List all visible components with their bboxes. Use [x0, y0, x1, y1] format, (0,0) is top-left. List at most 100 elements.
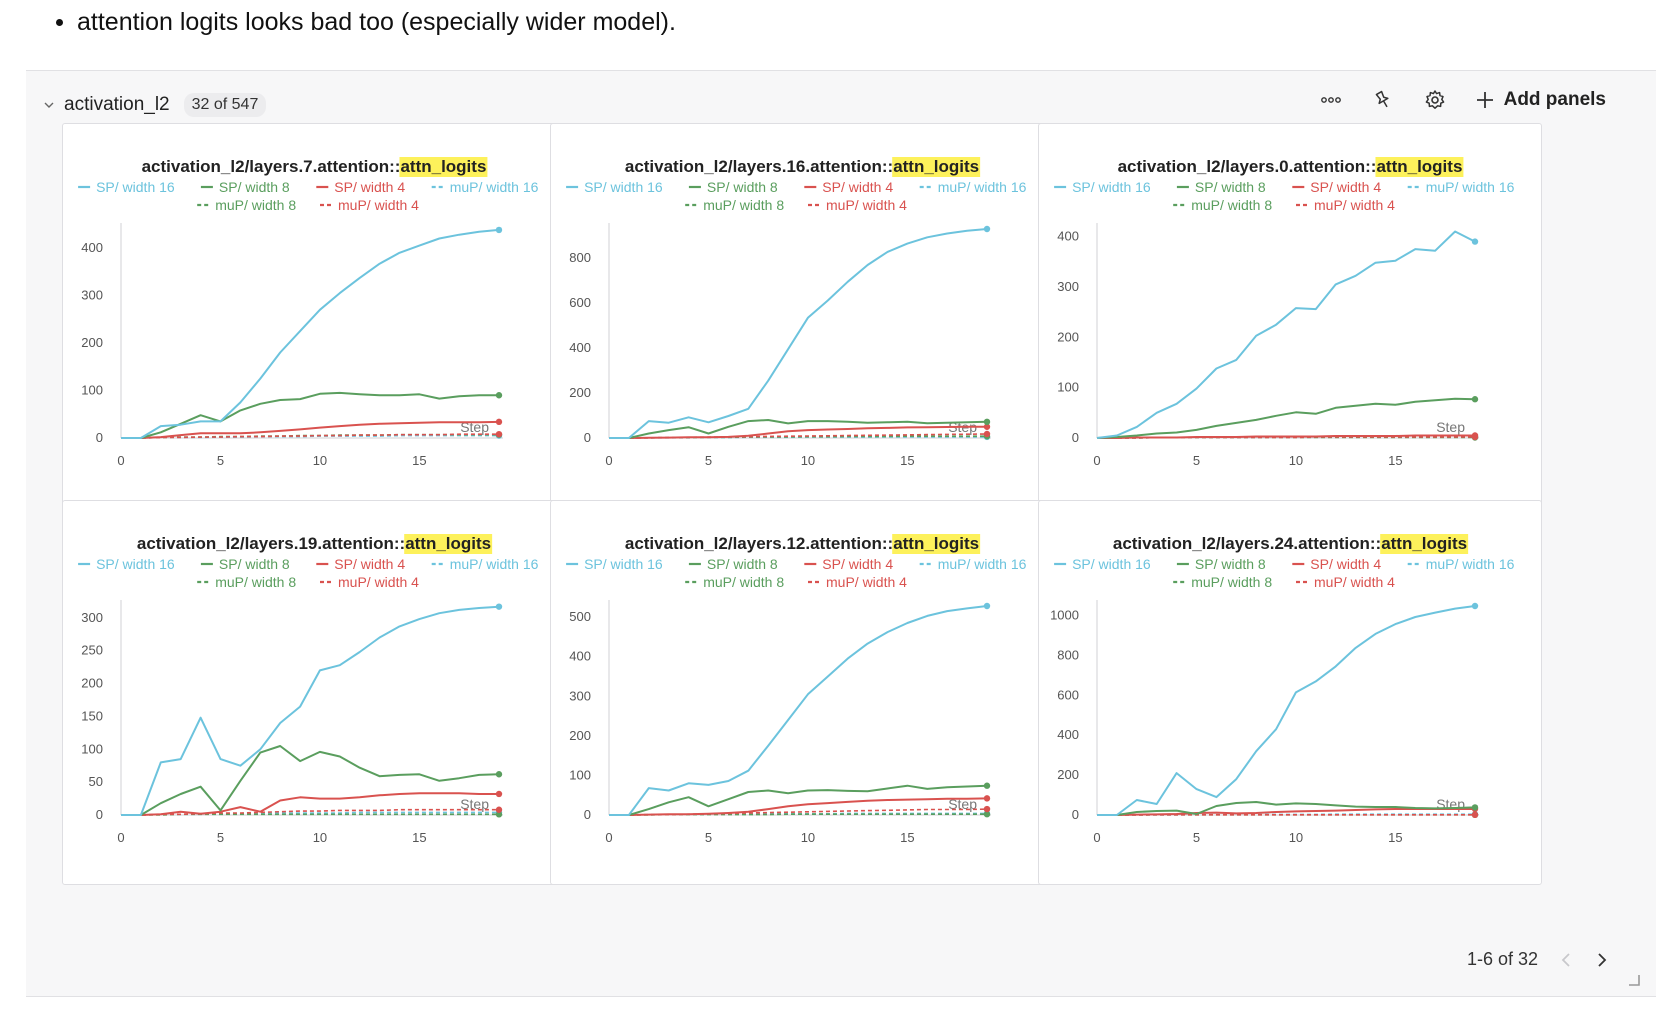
chart-panel[interactable]: activation_l2/layers.24.attention::attn_…: [1038, 500, 1542, 885]
chart-panel[interactable]: activation_l2/layers.19.attention::attn_…: [62, 500, 566, 885]
more-options-button[interactable]: [1316, 85, 1346, 115]
chart-title-prefix: activation_l2/layers.12.attention::: [625, 534, 893, 553]
x-tick-label: 5: [217, 830, 224, 845]
chart-panel[interactable]: activation_l2/layers.16.attention::attn_…: [550, 123, 1054, 508]
series-line: [1097, 434, 1475, 439]
legend-label: muP/ width 4: [338, 197, 419, 213]
pin-button[interactable]: [1368, 85, 1398, 115]
y-tick-label: 200: [81, 676, 103, 691]
series-line: [121, 745, 500, 816]
legend-label: muP/ width 8: [215, 197, 296, 213]
chart-svg: activation_l2/layers.24.attention::attn_…: [1050, 534, 1515, 845]
series-endpoint: [1471, 602, 1479, 610]
series-line: [121, 228, 500, 439]
section-header[interactable]: activation_l2 32 of 547: [44, 93, 267, 117]
chart-title-prefix: activation_l2/layers.7.attention::: [142, 157, 401, 176]
legend-row: SP/ width 16 SP/ width 8 SP/ width 4 muP/ w…: [566, 179, 1027, 195]
pagination: 1-6 of 32: [1467, 949, 1610, 970]
y-tick-label: 400: [569, 340, 591, 355]
series-line: [121, 433, 499, 439]
chart-svg: activation_l2/layers.16.attention::attn_…: [566, 157, 1027, 468]
series-endpoint: [495, 226, 503, 234]
y-tick-label: 800: [569, 250, 591, 265]
chart-title: activation_l2/layers.12.attention::attn_…: [625, 534, 979, 553]
note-line: attention logits looks bad too (especial…: [52, 8, 676, 37]
title-highlight: [399, 157, 488, 177]
y-tick-label: 100: [569, 767, 591, 782]
legend-label: muP/ width 8: [215, 574, 296, 590]
legend-label: muP/ width 8: [703, 197, 784, 213]
series-line: [1097, 605, 1476, 816]
y-tick-label: 50: [89, 774, 103, 789]
plus-icon: [1476, 92, 1493, 108]
chevron-down-icon[interactable]: [44, 100, 54, 110]
next-page-button[interactable]: [1594, 950, 1610, 970]
more-icon: [1320, 97, 1341, 103]
legend-label: muP/ width 16: [450, 179, 539, 195]
series-line: [609, 228, 988, 439]
series-endpoint: [495, 806, 503, 813]
gear-icon: [1425, 90, 1444, 109]
legend-label: muP/ width 8: [703, 574, 784, 590]
x-tick-label: 0: [1093, 830, 1100, 845]
legend-row: muP/ width 8 muP/ width 4: [197, 574, 419, 590]
y-tick-label: 400: [1057, 229, 1079, 244]
legend-label: muP/ width 16: [938, 179, 1027, 195]
legend-label: SP/ width 4: [1310, 179, 1381, 195]
chart-panel[interactable]: activation_l2/layers.7.attention::attn_l…: [62, 123, 566, 508]
legend-label: SP/ width 4: [822, 179, 893, 195]
series-line: [609, 425, 987, 439]
y-tick-label: 200: [569, 728, 591, 743]
pagination-text: 1-6 of 32: [1466, 949, 1538, 969]
chart-title: activation_l2/layers.16.attention::attn_…: [625, 157, 979, 176]
add-panels-button[interactable]: Add panels: [1476, 89, 1606, 111]
chart-svg: activation_l2/layers.19.attention::attn_…: [78, 534, 539, 845]
legend-label: SP/ width 16: [96, 556, 175, 572]
y-tick-label: 300: [81, 288, 103, 303]
series-line: [121, 391, 499, 439]
bullet-icon: [56, 19, 63, 26]
y-tick-label: 200: [1057, 329, 1079, 344]
chart-panel[interactable]: activation_l2/layers.0.attention::attn_l…: [1038, 123, 1542, 508]
chart-title-highlight: attn_logits: [405, 534, 491, 553]
chart-svg: activation_l2/layers.0.attention::attn_l…: [1054, 157, 1515, 468]
section-count-badge: 32 of 547: [183, 93, 267, 117]
x-tick-label: 15: [900, 453, 914, 468]
title-highlight: [1375, 157, 1464, 177]
x-tick-label: 15: [1388, 453, 1402, 468]
y-tick-label: 200: [1057, 767, 1079, 782]
legend-label: SP/ width 16: [584, 556, 663, 572]
series-line: [1097, 808, 1475, 816]
panel-section: activation_l2 32 of 547 Add panels activ…: [26, 70, 1656, 997]
chart-title-highlight: attn_logits: [1376, 157, 1462, 176]
settings-button[interactable]: [1420, 85, 1450, 115]
legend-label: SP/ width 8: [219, 179, 290, 195]
series-endpoint: [983, 418, 991, 426]
legend-label: muP/ width 4: [826, 197, 907, 213]
y-tick-label: 600: [1057, 687, 1079, 702]
y-tick-label: 1000: [1050, 608, 1079, 623]
series-endpoint: [983, 805, 991, 813]
chart-title-prefix: activation_l2/layers.0.attention::: [1118, 157, 1377, 176]
x-tick-label: 10: [313, 453, 327, 468]
legend-row: muP/ width 8 muP/ width 4: [1173, 574, 1395, 590]
prev-page-button[interactable]: [1558, 950, 1574, 970]
series-endpoint: [983, 811, 991, 818]
series-endpoint: [495, 392, 503, 399]
chart-title-highlight: attn_logits: [400, 157, 486, 176]
y-tick-label: 400: [569, 649, 591, 664]
series-line: [121, 808, 499, 816]
legend-label: muP/ width 16: [938, 556, 1027, 572]
chart-panel[interactable]: activation_l2/layers.12.attention::attn_…: [550, 500, 1054, 885]
resize-handle-icon[interactable]: [1628, 974, 1640, 986]
series-line: [1096, 397, 1476, 439]
legend-label: muP/ width 4: [826, 574, 907, 590]
series-endpoint: [983, 602, 991, 610]
chart-title-prefix: activation_l2/layers.24.attention::: [1113, 534, 1381, 553]
series-endpoint: [495, 811, 503, 818]
series-endpoint: [495, 771, 503, 778]
x-tick-label: 15: [900, 830, 914, 845]
title-highlight: [1380, 534, 1469, 554]
legend-row: SP/ width 16 SP/ width 8 SP/ width 4 muP/ w…: [78, 556, 539, 572]
series-endpoint: [983, 795, 991, 802]
